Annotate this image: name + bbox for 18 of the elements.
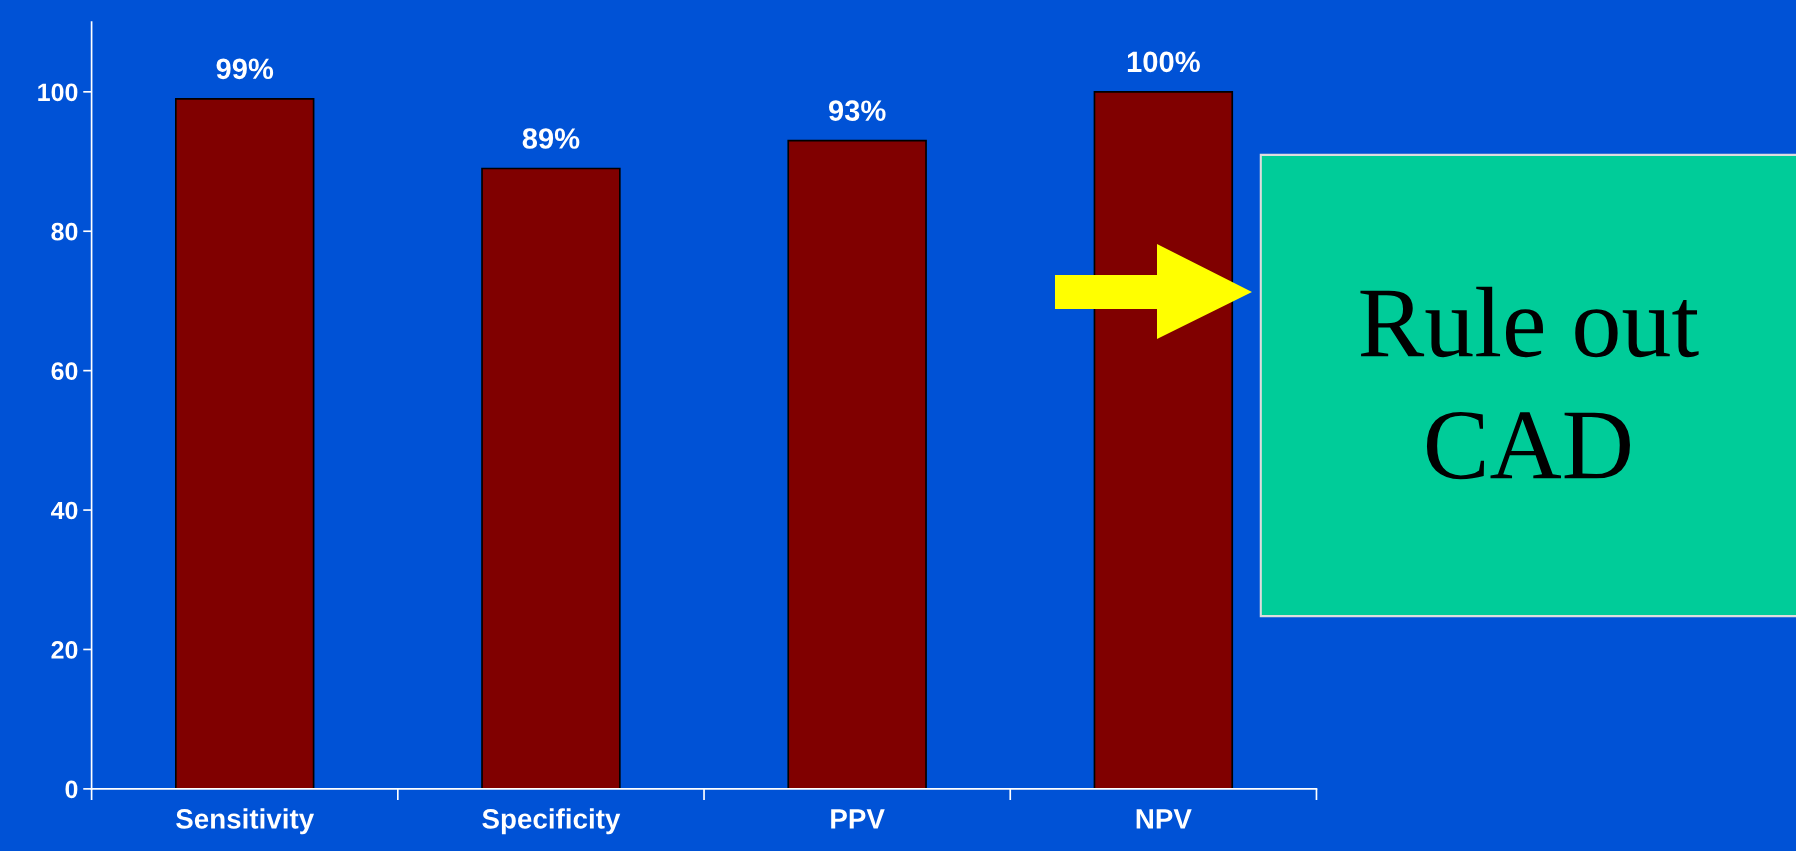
data-label: 100% — [1127, 51, 1200, 73]
y-tick-label: 80 — [51, 222, 78, 241]
y-tick-label: 60 — [51, 362, 78, 380]
bar — [174, 97, 315, 789]
data-label: 89% — [522, 128, 580, 149]
text: Rule out CAD — [1360, 286, 1699, 480]
y-tick-label: 0 — [65, 780, 78, 799]
bar — [481, 167, 621, 789]
y-tick-label: 40 — [50, 501, 78, 520]
x-tick-label: Sensitivity — [176, 808, 315, 835]
x-tick-label: NPV — [1136, 809, 1192, 829]
data-label: 99% — [216, 58, 274, 80]
x-tick-label: Specificity — [482, 808, 621, 835]
bar — [787, 139, 927, 789]
y-tick-label: 100 — [38, 83, 78, 102]
y-tick-label: 20 — [51, 641, 78, 659]
x-tick-label: PPV — [831, 809, 885, 829]
data-label: 93% — [828, 100, 886, 122]
